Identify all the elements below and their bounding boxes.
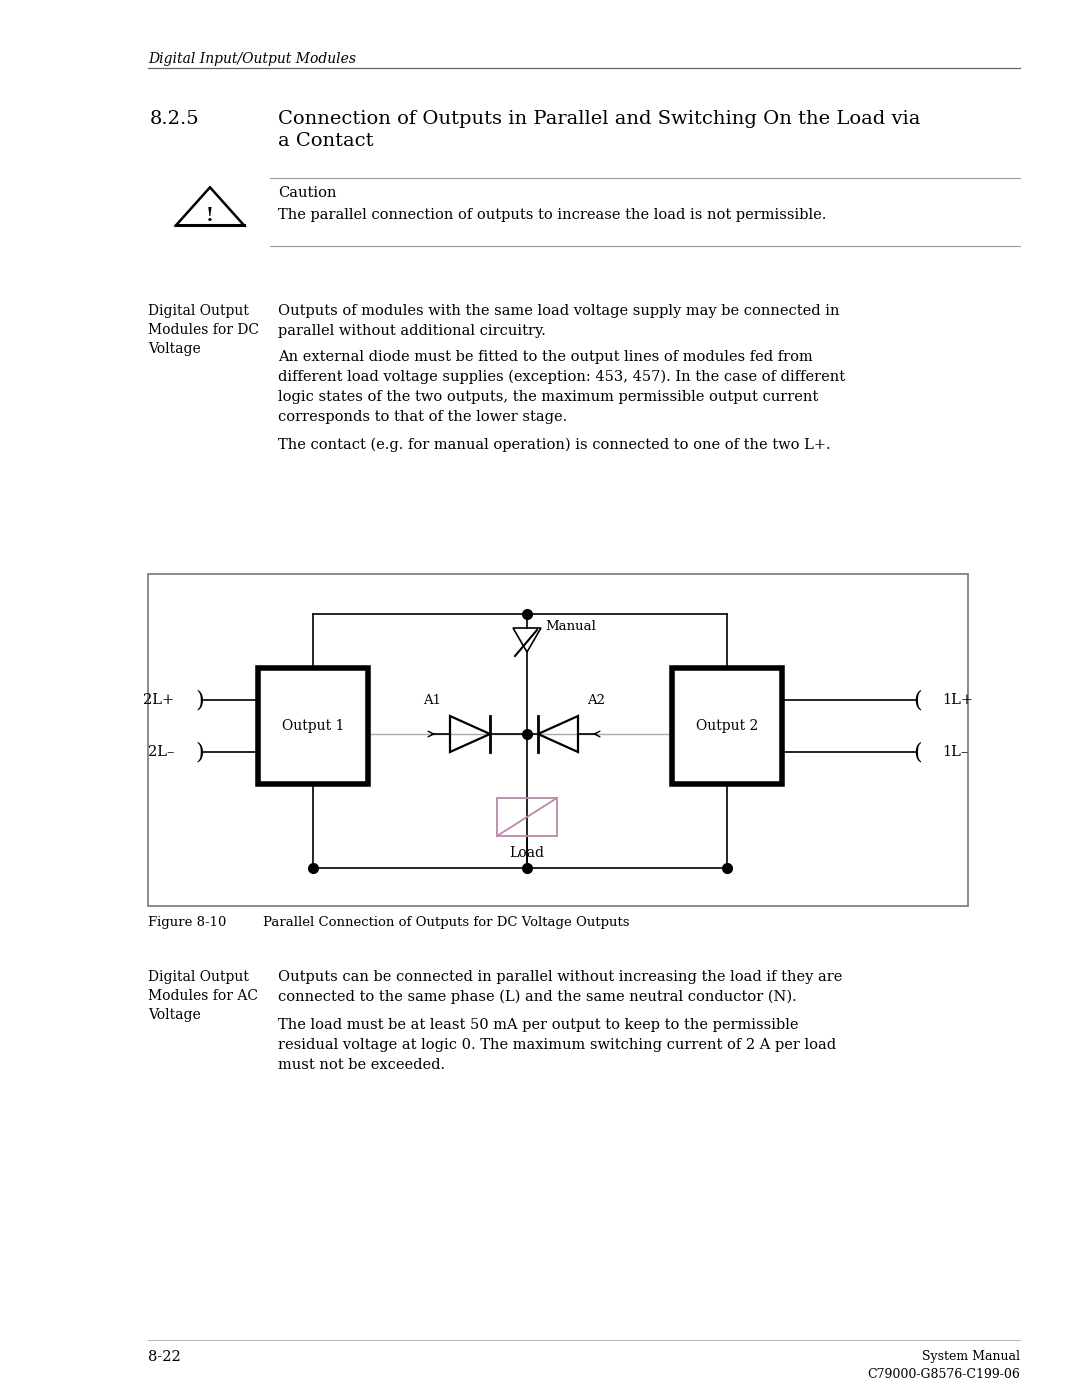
Text: connected to the same phase (L) and the same neutral conductor (N).: connected to the same phase (L) and the … [278, 990, 797, 1004]
Text: C79000-G8576-C199-06: C79000-G8576-C199-06 [867, 1368, 1020, 1382]
Text: 2L+: 2L+ [143, 693, 174, 707]
Text: Output 1: Output 1 [282, 719, 345, 733]
Text: The parallel connection of outputs to increase the load is not permissible.: The parallel connection of outputs to in… [278, 208, 826, 222]
Text: Parallel Connection of Outputs for DC Voltage Outputs: Parallel Connection of Outputs for DC Vo… [264, 916, 630, 929]
Text: Voltage: Voltage [148, 1009, 201, 1023]
Text: 8.2.5: 8.2.5 [150, 110, 200, 129]
Text: Modules for DC: Modules for DC [148, 323, 259, 337]
Text: parallel without additional circuitry.: parallel without additional circuitry. [278, 324, 545, 338]
Text: 2L–: 2L– [148, 745, 174, 759]
Text: logic states of the two outputs, the maximum permissible output current: logic states of the two outputs, the max… [278, 390, 819, 404]
Text: 8-22: 8-22 [148, 1350, 180, 1363]
Text: 1L+: 1L+ [942, 693, 973, 707]
Bar [258, 668, 368, 784]
Text: a Contact: a Contact [278, 131, 374, 149]
Text: Voltage: Voltage [148, 342, 201, 356]
Text: The contact (e.g. for manual operation) is connected to one of the two L+.: The contact (e.g. for manual operation) … [278, 439, 831, 453]
Text: 1L–: 1L– [942, 745, 969, 759]
Text: Outputs can be connected in parallel without increasing the load if they are: Outputs can be connected in parallel wit… [278, 970, 842, 983]
Text: (: ( [914, 740, 922, 763]
Text: A1: A1 [423, 694, 441, 707]
Text: Connection of Outputs in Parallel and Switching On the Load via: Connection of Outputs in Parallel and Sw… [278, 110, 920, 129]
Text: Digital Output: Digital Output [148, 305, 248, 319]
Text: Outputs of modules with the same load voltage supply may be connected in: Outputs of modules with the same load vo… [278, 305, 839, 319]
Text: Modules for AC: Modules for AC [148, 989, 258, 1003]
Text: A2: A2 [588, 694, 605, 707]
Text: Digital Input/Output Modules: Digital Input/Output Modules [148, 52, 356, 66]
Text: An external diode must be fitted to the output lines of modules fed from: An external diode must be fitted to the … [278, 351, 813, 365]
Text: corresponds to that of the lower stage.: corresponds to that of the lower stage. [278, 409, 567, 425]
Text: ): ) [195, 740, 204, 763]
Bar [148, 574, 968, 907]
Text: ): ) [195, 689, 204, 711]
Bar [497, 798, 557, 835]
Text: Figure 8-10: Figure 8-10 [148, 916, 227, 929]
Text: Output 2: Output 2 [696, 719, 758, 733]
Bar [672, 668, 782, 784]
Text: Digital Output: Digital Output [148, 970, 248, 983]
Text: Caution: Caution [278, 186, 337, 200]
Text: must not be exceeded.: must not be exceeded. [278, 1058, 445, 1071]
Text: different load voltage supplies (exception: 453, 457). In the case of different: different load voltage supplies (excepti… [278, 370, 846, 384]
Text: Manual: Manual [545, 619, 596, 633]
Text: residual voltage at logic 0. The maximum switching current of 2 A per load: residual voltage at logic 0. The maximum… [278, 1038, 836, 1052]
Text: (: ( [914, 689, 922, 711]
Text: Load: Load [510, 847, 544, 861]
Text: System Manual: System Manual [922, 1350, 1020, 1363]
Text: !: ! [206, 207, 214, 225]
Text: The load must be at least 50 mA per output to keep to the permissible: The load must be at least 50 mA per outp… [278, 1018, 798, 1032]
